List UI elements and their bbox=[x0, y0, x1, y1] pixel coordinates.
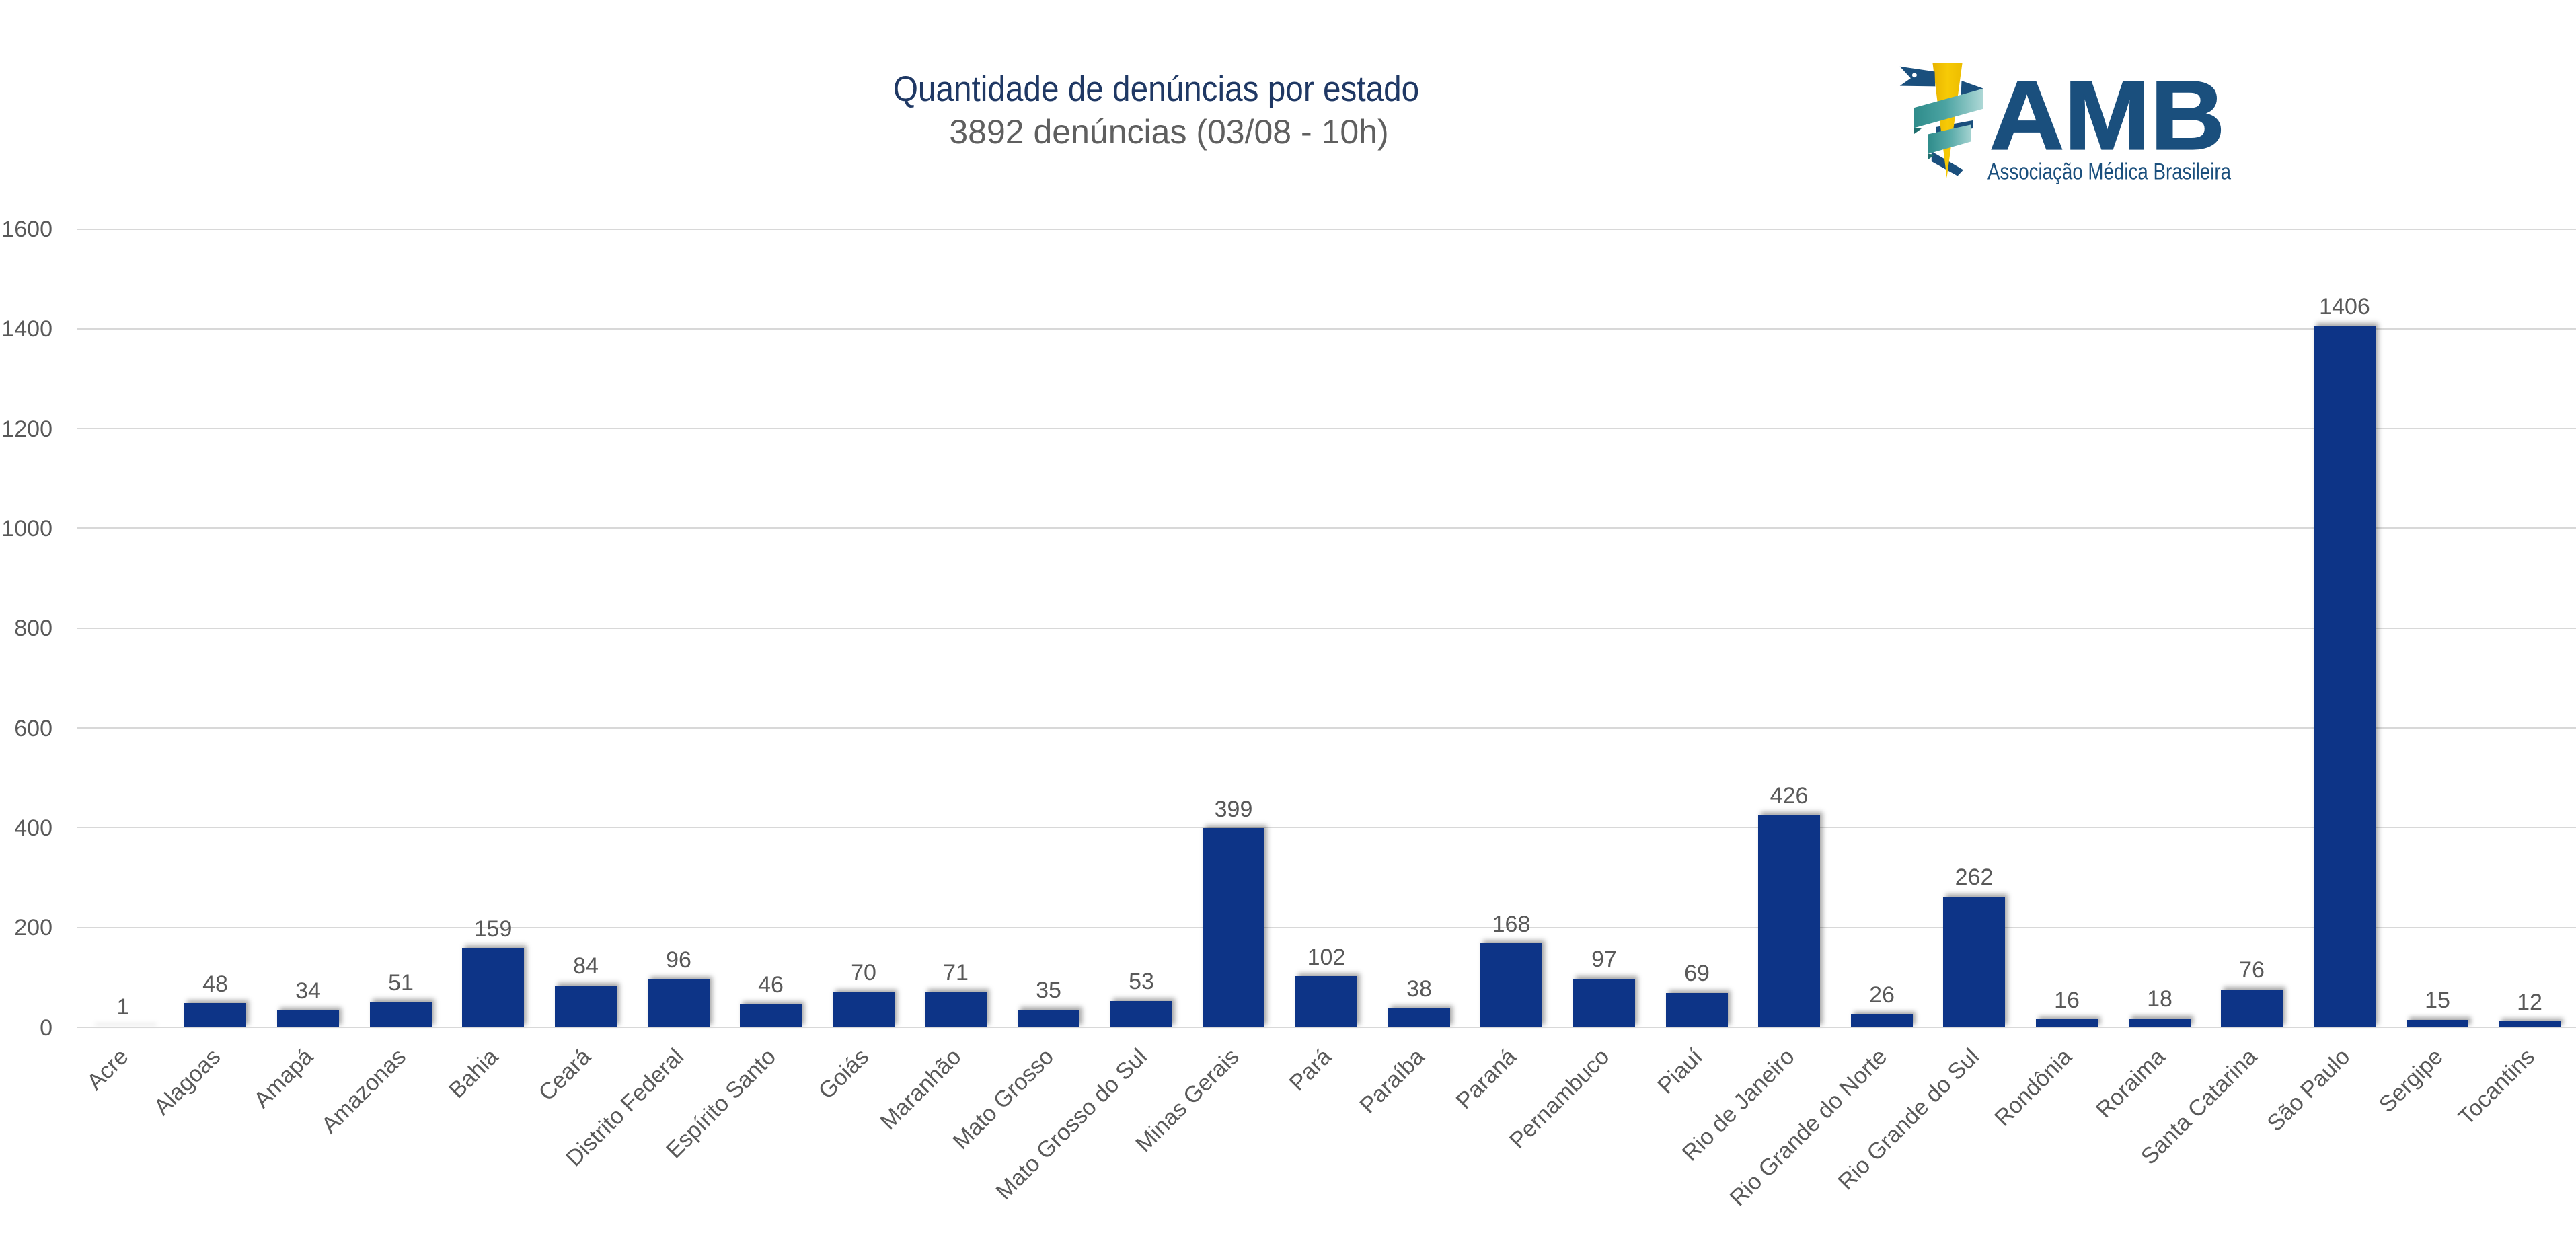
svg-text:Associação Médica Brasileira: Associação Médica Brasileira bbox=[1987, 159, 2231, 185]
svg-text:AMB: AMB bbox=[1990, 61, 2225, 170]
